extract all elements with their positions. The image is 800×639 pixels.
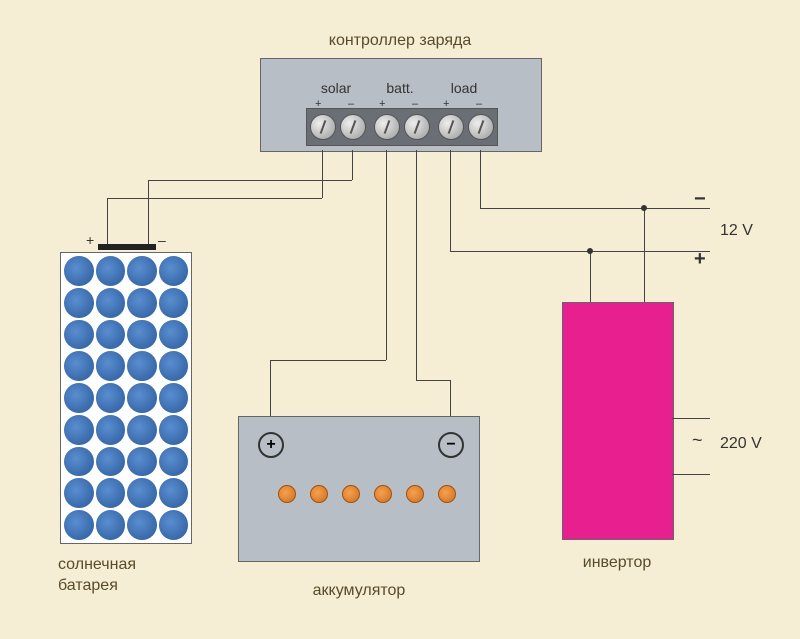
solar-cell (96, 478, 126, 508)
battery-cap (374, 485, 392, 503)
wire (672, 474, 710, 475)
solar-panel (60, 252, 192, 544)
solar-cell (64, 415, 94, 445)
solar-cell (64, 383, 94, 413)
terminal-load-plus (438, 114, 464, 140)
solar-cell (127, 383, 157, 413)
battery-label: аккумулятор (284, 582, 434, 600)
wire (107, 198, 108, 244)
solar-cell (159, 383, 189, 413)
node (587, 248, 593, 254)
dc-voltage: 12 V (720, 222, 753, 240)
inverter-label: инвертор (562, 554, 672, 572)
wire (672, 418, 710, 419)
terminal-solar-minus (340, 114, 366, 140)
solar-label: солнечная батарея (58, 555, 192, 597)
solar-cell (64, 320, 94, 350)
solar-cell (159, 256, 189, 286)
solar-cell (64, 447, 94, 477)
solar-cell (159, 478, 189, 508)
terminal-load-minus (468, 114, 494, 140)
wire (590, 251, 591, 302)
solar-cell (96, 256, 126, 286)
wire (270, 360, 271, 416)
solar-plus: + (86, 232, 94, 248)
solar-cell (159, 351, 189, 381)
wire (450, 150, 451, 251)
terminal-solar-plus (310, 114, 336, 140)
battery-cap (278, 485, 296, 503)
solar-cell (127, 415, 157, 445)
solar-cell (64, 256, 94, 286)
controller-group-solar: solar (308, 80, 364, 96)
battery-cap (310, 485, 328, 503)
solar-cell (64, 510, 94, 540)
solar-cell (64, 288, 94, 318)
pm: + (443, 98, 449, 110)
solar-cell (96, 320, 126, 350)
pm: – (476, 98, 482, 110)
wire (416, 150, 417, 380)
solar-cell (127, 351, 157, 381)
ac-tilde-icon: ~ (692, 430, 703, 451)
diagram-canvas: контроллер заряда solar batt. load + – +… (0, 0, 800, 639)
solar-cell (96, 383, 126, 413)
terminal-batt-plus (374, 114, 400, 140)
wire (148, 180, 149, 244)
battery-cap (342, 485, 360, 503)
solar-cell (127, 510, 157, 540)
solar-cell (96, 510, 126, 540)
solar-minus: – (158, 232, 166, 248)
pm: – (412, 98, 418, 110)
battery-minus: − (438, 432, 464, 458)
wire (644, 208, 645, 302)
pm: + (379, 98, 385, 110)
terminal-batt-minus (404, 114, 430, 140)
wire (148, 180, 352, 181)
solar-cell (64, 478, 94, 508)
wire (322, 150, 323, 198)
solar-cell (159, 415, 189, 445)
solar-cell (127, 320, 157, 350)
solar-cell (127, 288, 157, 318)
pm: + (315, 98, 321, 110)
solar-cell (96, 351, 126, 381)
solar-cell (159, 288, 189, 318)
solar-cell (96, 447, 126, 477)
controller-group-batt: batt. (372, 80, 428, 96)
solar-cell (64, 351, 94, 381)
pm: – (348, 98, 354, 110)
wire (480, 150, 481, 208)
node (641, 205, 647, 211)
controller-label: контроллер заряда (280, 32, 520, 50)
battery-cap (406, 485, 424, 503)
wire (450, 380, 451, 416)
battery-cap (438, 485, 456, 503)
solar-cell (127, 447, 157, 477)
wire (416, 380, 450, 381)
ac-voltage: 220 V (720, 435, 762, 453)
inverter-body (562, 302, 674, 540)
solar-cell (96, 415, 126, 445)
solar-cell (159, 447, 189, 477)
solar-cell (159, 510, 189, 540)
solar-cell (127, 256, 157, 286)
wire (107, 198, 322, 199)
controller-group-load: load (436, 80, 492, 96)
solar-cell (96, 288, 126, 318)
solar-cell (159, 320, 189, 350)
solar-junction-box (98, 244, 156, 250)
wire (386, 150, 387, 360)
solar-cell (127, 478, 157, 508)
battery-plus: + (258, 432, 284, 458)
wire (480, 208, 710, 209)
wire (352, 150, 353, 180)
wire (270, 360, 386, 361)
wire (450, 251, 710, 252)
